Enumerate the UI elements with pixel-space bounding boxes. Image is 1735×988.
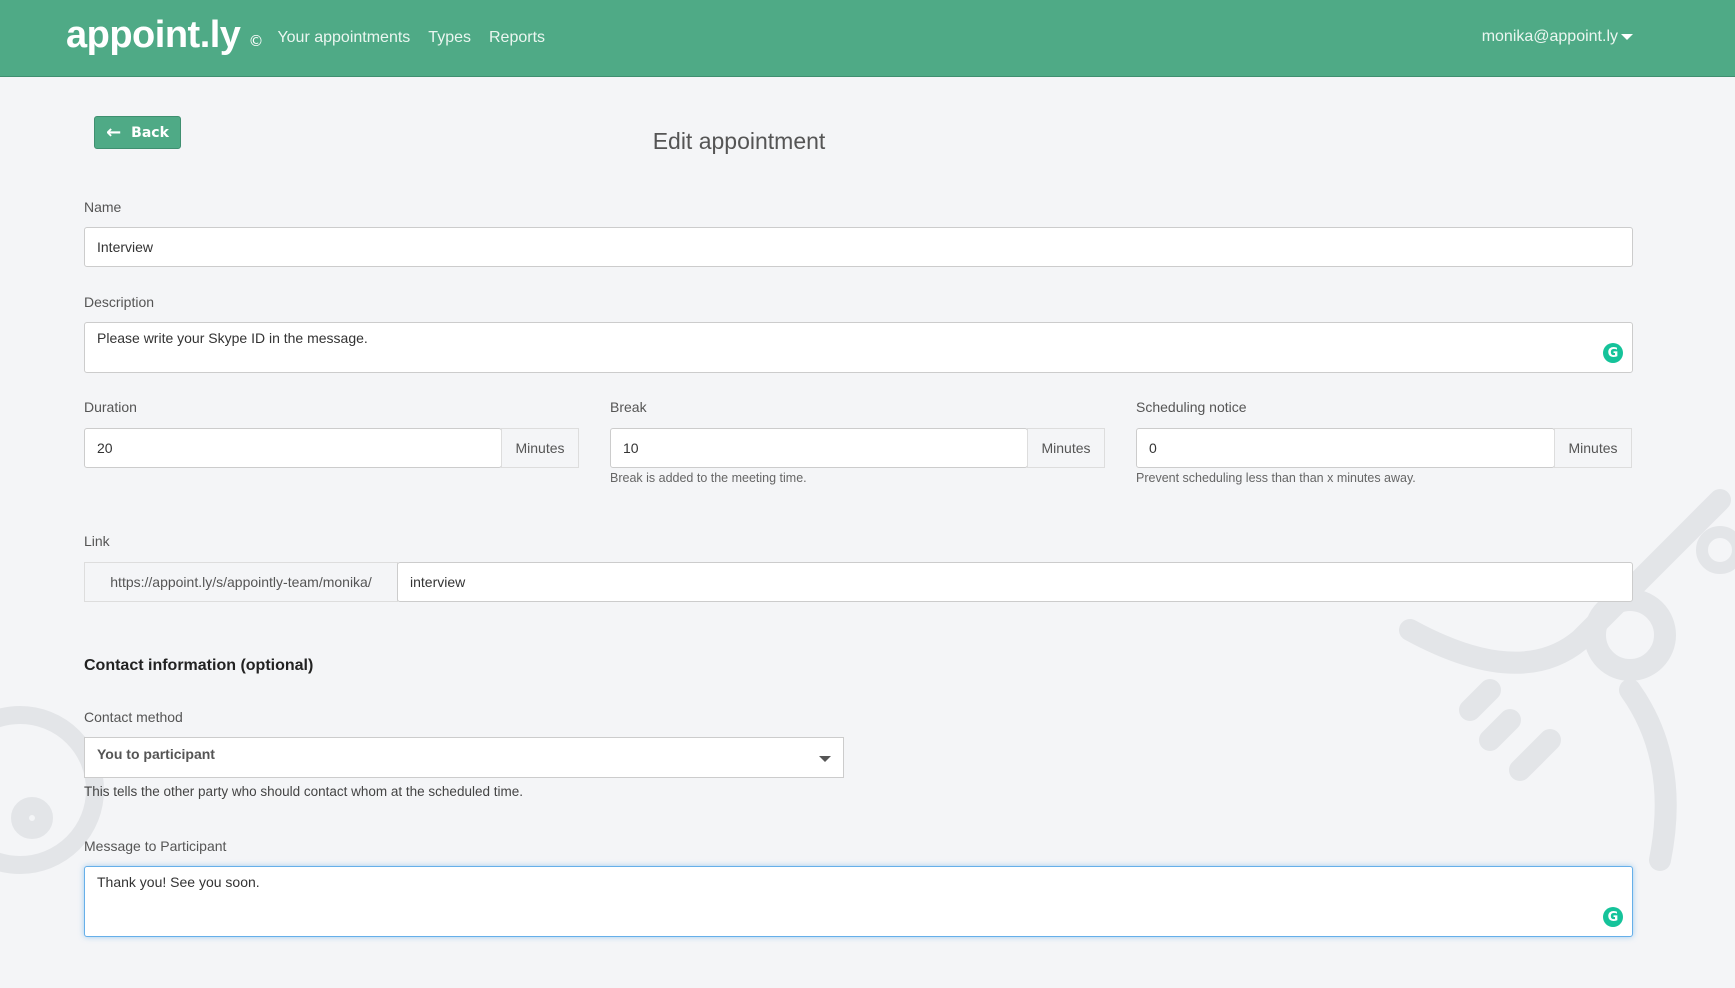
page-title: Edit appointment (652, 128, 826, 154)
link-label: Link (84, 533, 110, 549)
break-help: Break is added to the meeting time. (610, 471, 807, 485)
contact-method-label: Contact method (84, 709, 183, 725)
copyright-icon: © (248, 32, 264, 50)
contact-method-value: You to participant (97, 746, 215, 762)
logo[interactable]: appoint.ly (66, 14, 241, 56)
grammarly-icon[interactable]: G (1603, 907, 1623, 927)
contact-heading: Contact information (optional) (84, 657, 314, 674)
description-label: Description (84, 294, 155, 310)
grammarly-icon[interactable]: G (1603, 343, 1623, 363)
navbar: appoint.ly © Your appointments Types Rep… (0, 0, 1735, 77)
message-textarea[interactable]: Thank you! See you soon. (84, 866, 1633, 937)
contact-method-select[interactable]: You to participant (84, 737, 844, 778)
user-email: monika@appoint.ly (1481, 28, 1618, 45)
notice-label: Scheduling notice (1136, 399, 1247, 415)
arrow-left-icon: ← (106, 122, 122, 143)
description-textarea[interactable]: Please write your Skype ID in the messag… (84, 322, 1633, 373)
notice-help: Prevent scheduling less than than x minu… (1136, 471, 1416, 485)
break-input[interactable]: 10 (610, 428, 1028, 468)
notice-unit: Minutes (1554, 428, 1632, 468)
contact-method-help: This tells the other party who should co… (84, 784, 523, 799)
caret-down-icon (1621, 33, 1633, 40)
nav-your-appointments[interactable]: Your appointments (277, 29, 411, 46)
nav-types[interactable]: Types (428, 29, 471, 46)
link-input[interactable]: interview (397, 562, 1633, 602)
name-input[interactable]: Interview (84, 227, 1633, 267)
user-menu[interactable]: monika@appoint.ly (1482, 28, 1633, 46)
link-prefix: https://appoint.ly/s/appointly-team/moni… (84, 562, 398, 602)
message-label: Message to Participant (84, 838, 227, 854)
nav-reports[interactable]: Reports (488, 29, 546, 46)
duration-label: Duration (84, 399, 137, 415)
break-label: Break (610, 399, 647, 415)
duration-input[interactable]: 20 (84, 428, 502, 468)
caret-down-icon (819, 756, 831, 762)
duration-unit: Minutes (501, 428, 579, 468)
back-button[interactable]: ← Back (94, 116, 181, 149)
rocket-decoration (1399, 489, 1735, 871)
break-unit: Minutes (1027, 428, 1105, 468)
name-label: Name (84, 199, 122, 215)
back-label: Back (131, 124, 169, 141)
notice-input[interactable]: 0 (1136, 428, 1555, 468)
